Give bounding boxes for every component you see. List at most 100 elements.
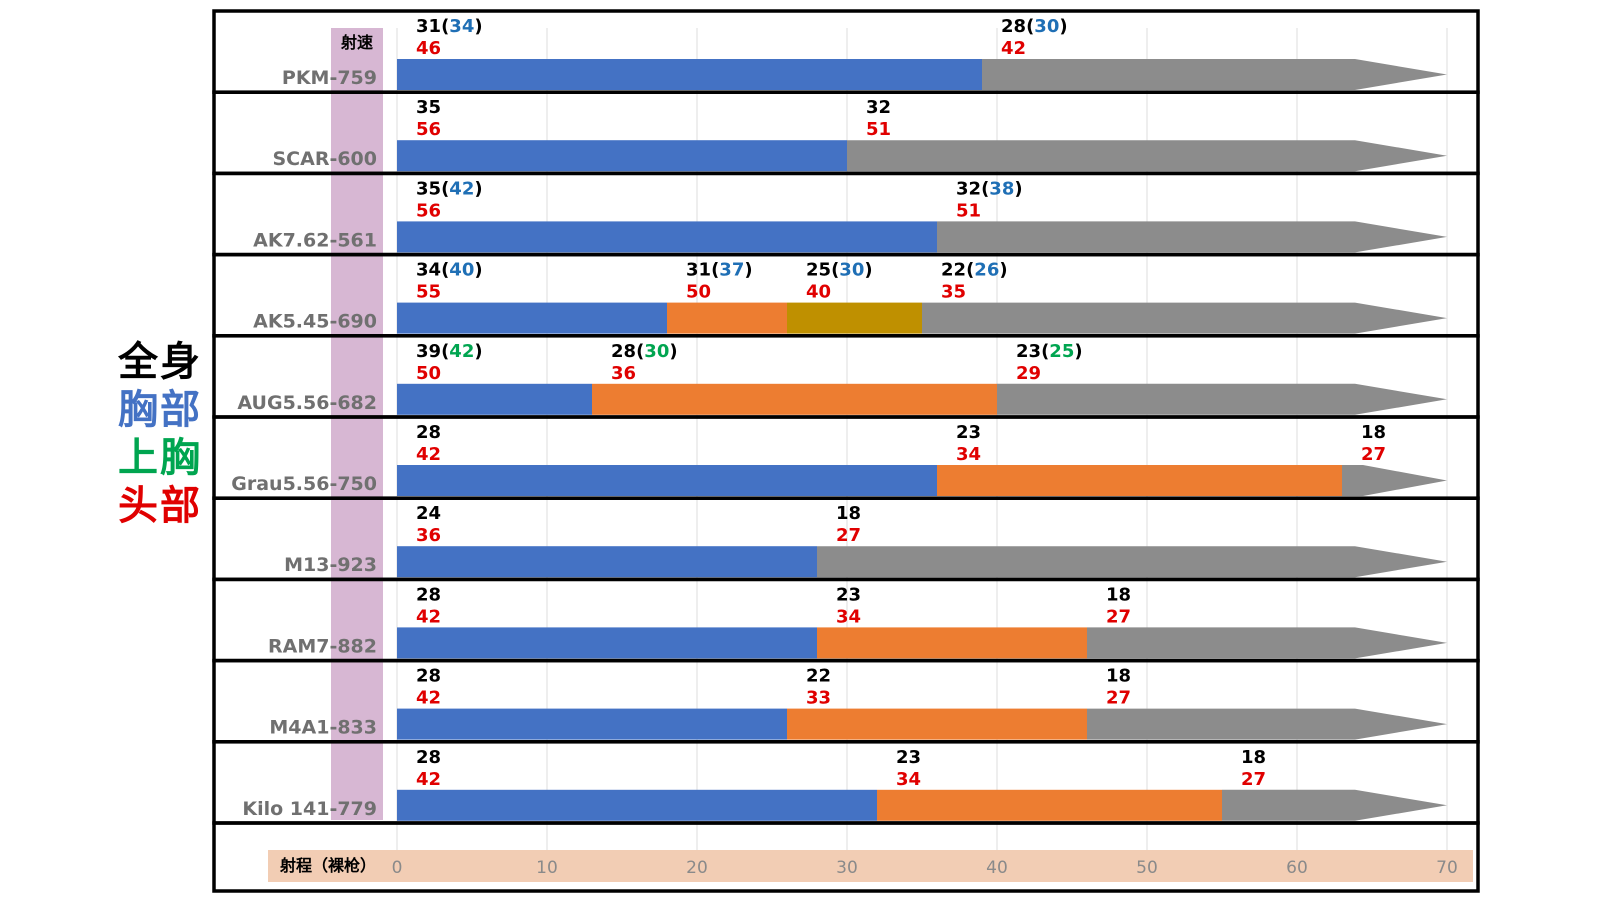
weapon-name: Kilo 141-779: [242, 798, 377, 820]
head-damage-label: 42: [1001, 38, 1026, 59]
x-tick-labels: 0 10 20 30 40 50 60 70: [392, 858, 1458, 878]
body-damage-label: 18: [1106, 666, 1131, 687]
legend-chest: 胸部: [118, 387, 202, 433]
damage-segment-bar: [787, 708, 1087, 740]
range-tail-arrow: [1222, 789, 1447, 821]
damage-segment-bar: [667, 302, 787, 334]
head-damage-label: 42: [416, 606, 441, 627]
weapon-model: AK5.45: [253, 311, 329, 333]
range-tail-arrow: [817, 546, 1447, 578]
body-damage-label: 32: [866, 97, 891, 118]
weapon-name: Grau5.56-750: [231, 473, 377, 495]
body-damage-label: 24: [416, 503, 441, 524]
rate-column-header: 射速: [340, 33, 373, 52]
head-damage-label: 27: [1241, 769, 1266, 790]
weapon-name: AK7.62-561: [253, 229, 377, 251]
chest-damage: 42: [449, 178, 474, 199]
body-damage-label: 28: [416, 422, 441, 443]
damage-segment-bar: [397, 221, 937, 253]
body-damage-label: 39(42): [416, 341, 483, 362]
fire-rate: -561: [329, 229, 377, 251]
weapon-name: SCAR-600: [272, 148, 377, 170]
body-damage: 31: [686, 260, 711, 281]
weapon-model: AK7.62: [253, 229, 329, 251]
x-tick-label: 30: [836, 858, 858, 878]
chest-damage: 40: [449, 260, 474, 281]
body-damage: 28: [416, 422, 441, 443]
head-damage-label: 36: [416, 525, 441, 546]
weapon-model: M13: [284, 554, 329, 576]
body-damage: 28: [611, 341, 636, 362]
range-tail-arrow: [1087, 708, 1447, 740]
body-damage: 35: [416, 97, 441, 118]
chest-damage: 30: [839, 260, 864, 281]
range-tail-arrow: [937, 221, 1447, 253]
body-damage: 32: [866, 97, 891, 118]
body-damage: 22: [941, 260, 966, 281]
body-damage: 28: [416, 666, 441, 687]
body-damage-label: 28: [416, 584, 441, 605]
fire-rate: -690: [329, 311, 377, 333]
weapon-name: RAM7-882: [268, 635, 377, 657]
x-tick-label: 70: [1436, 858, 1458, 878]
weapon-rows: PKM-75931(34)4628(30)42SCAR-60035563251A…: [231, 16, 1447, 821]
body-damage: 23: [956, 422, 981, 443]
body-damage-label: 32(38): [956, 178, 1023, 199]
body-damage: 18: [1241, 747, 1266, 768]
range-tail-arrow: [1087, 627, 1447, 659]
body-damage: 35: [416, 178, 441, 199]
upper-chest-damage: 42: [449, 341, 474, 362]
head-damage-label: 51: [956, 200, 981, 221]
head-damage-label: 35: [941, 282, 966, 303]
chest-damage: 30: [1034, 16, 1059, 37]
body-damage-label: 31(34): [416, 16, 483, 37]
x-tick-label: 50: [1136, 858, 1158, 878]
x-axis-band: [268, 850, 1473, 882]
head-damage-label: 36: [611, 363, 636, 384]
weapon-model: SCAR: [272, 148, 329, 170]
head-damage-label: 42: [416, 769, 441, 790]
damage-segment-bar: [397, 627, 817, 659]
body-damage: 22: [806, 666, 831, 687]
damage-segment-bar: [592, 383, 997, 415]
damage-segment-bar: [787, 302, 922, 334]
x-tick-label: 40: [986, 858, 1008, 878]
body-damage: 28: [416, 584, 441, 605]
head-damage-label: 46: [416, 38, 441, 59]
body-damage-label: 23: [836, 584, 861, 605]
body-damage: 18: [1361, 422, 1386, 443]
body-damage-label: 18: [836, 503, 861, 524]
head-damage-label: 34: [896, 769, 921, 790]
body-damage: 25: [806, 260, 831, 281]
head-damage-label: 42: [416, 444, 441, 465]
head-damage-label: 33: [806, 688, 831, 709]
chest-damage: 34: [449, 16, 474, 37]
head-damage-label: 51: [866, 119, 891, 140]
x-tick-label: 0: [392, 858, 403, 878]
weapon-name: AUG5.56-682: [237, 392, 377, 414]
upper-chest-damage: 30: [644, 341, 669, 362]
x-tick-label: 60: [1286, 858, 1308, 878]
body-damage: 32: [956, 178, 981, 199]
damage-segment-bar: [397, 465, 937, 496]
range-tail-arrow: [847, 140, 1447, 172]
body-damage-label: 35: [416, 97, 441, 118]
body-damage: 31: [416, 16, 441, 37]
body-damage-label: 28(30): [1001, 16, 1068, 37]
head-damage-label: 50: [416, 363, 441, 384]
body-damage-label: 23: [956, 422, 981, 443]
fire-rate: -600: [329, 148, 377, 170]
damage-segment-bar: [397, 383, 592, 415]
fire-rate: -833: [329, 717, 377, 739]
weapon-name: PKM-759: [282, 67, 377, 89]
body-damage: 28: [1001, 16, 1026, 37]
damage-segment-bar: [877, 789, 1222, 821]
weapon-model: RAM7: [268, 635, 329, 657]
body-damage-label: 23: [896, 747, 921, 768]
fire-rate: -759: [329, 67, 377, 89]
damage-segment-bar: [397, 546, 817, 578]
head-damage-label: 27: [1106, 606, 1131, 627]
